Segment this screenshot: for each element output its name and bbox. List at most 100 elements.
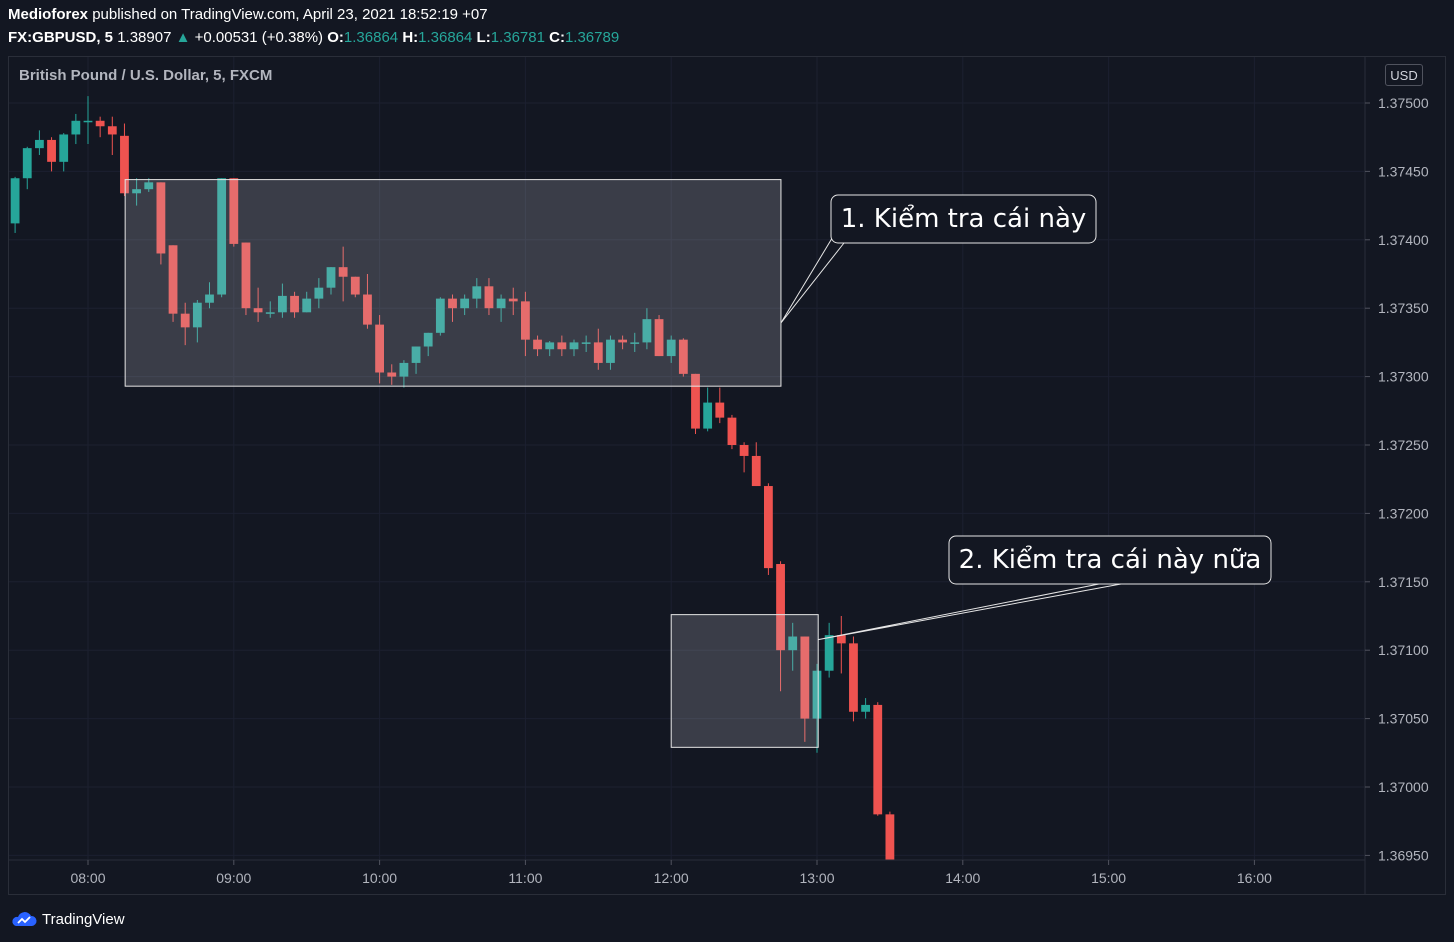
candle-body [71, 120, 81, 135]
candle-body [460, 298, 470, 309]
time-tick-label[interactable]: 09:00 [216, 870, 251, 886]
callout-label-2[interactable]: 2. Kiểm tra cái này nữa [959, 544, 1262, 575]
footer [0, 896, 1454, 942]
price-tick-label[interactable]: 1.37050 [1378, 711, 1429, 727]
high-value: 1.36864 [418, 29, 473, 46]
candle-body [290, 295, 299, 313]
high-label: H: [402, 29, 419, 46]
candle-body [751, 455, 761, 487]
price-tick-label[interactable]: 1.36950 [1378, 847, 1429, 863]
highlight-box-2[interactable] [670, 614, 819, 748]
up-candle [144, 178, 154, 192]
candle-body [22, 148, 32, 179]
up-candle [302, 291, 312, 313]
price-tick-label[interactable]: 1.37500 [1378, 95, 1429, 111]
candle-body [703, 402, 713, 429]
down-candle [849, 636, 858, 722]
up-candle [581, 335, 591, 352]
candle-body [338, 267, 348, 277]
candle-body [873, 704, 883, 815]
down-candle [885, 811, 895, 860]
up-candle [861, 698, 870, 719]
down-candle [800, 636, 810, 742]
candle-body [776, 564, 785, 651]
down-candle [338, 246, 348, 302]
price-tick-label[interactable]: 1.37100 [1378, 642, 1429, 658]
candle-body [824, 635, 834, 671]
up-candle [326, 267, 336, 295]
up-candle [411, 346, 421, 374]
candle-body [521, 301, 530, 340]
annotation-layer[interactable]: 1. Kiểm tra cái này 2. Kiểm tra cái này n… [124, 179, 1272, 748]
cloud-icon [12, 912, 37, 926]
last-price: 1.38907 [117, 29, 172, 46]
candle-body [314, 287, 324, 299]
candle-body [800, 636, 810, 719]
candle-body [812, 670, 822, 719]
candle-body [533, 339, 542, 350]
candle-body [666, 339, 676, 357]
time-tick-label[interactable]: 15:00 [1091, 870, 1126, 886]
down-candle [484, 278, 494, 316]
candle-body [678, 339, 688, 374]
candle-body [423, 332, 433, 347]
down-candle [253, 287, 263, 322]
candle-body [217, 178, 227, 295]
low-label: L: [476, 29, 491, 46]
price-tick-label[interactable]: 1.37250 [1378, 437, 1429, 453]
axis-layer[interactable]: 1.37500 1.37450 1.37400 1.37350 1.37300 1.372… [9, 57, 1429, 894]
time-tick-label[interactable]: 13:00 [799, 870, 834, 886]
up-candle [278, 283, 287, 318]
candle-body [144, 182, 154, 190]
tradingview-logo[interactable]: TradingView [10, 908, 125, 930]
time-tick-label[interactable]: 11:00 [508, 870, 542, 886]
price-tick-label[interactable]: 1.37400 [1378, 232, 1429, 248]
down-candle [739, 442, 749, 473]
candle-body [691, 373, 700, 429]
candle-body [654, 319, 664, 357]
up-candle [71, 113, 81, 145]
price-tick-label[interactable]: 1.37300 [1378, 369, 1429, 385]
time-tick-label[interactable]: 12:00 [654, 870, 689, 886]
time-tick-label[interactable]: 10:00 [362, 870, 397, 886]
callout-label-1[interactable]: 1. Kiểm tra cái này [841, 203, 1087, 234]
candle-body [120, 135, 129, 194]
close-value: 1.36789 [564, 29, 620, 46]
candle-body [168, 245, 178, 314]
up-candle [496, 294, 506, 322]
symbol-title: British Pound / U.S. Dollar, 5, FXCM [19, 67, 273, 84]
down-candle [727, 414, 737, 450]
down-candle [836, 616, 846, 674]
up-arrow-icon: ▲ [175, 29, 191, 46]
price-tick-label[interactable]: 1.37150 [1378, 574, 1429, 590]
down-candle [107, 116, 117, 155]
price-tick-label[interactable]: 1.37200 [1378, 505, 1429, 521]
time-tick-label[interactable]: 16:00 [1237, 870, 1272, 886]
candle-body [581, 342, 591, 344]
chart-frame[interactable] [8, 56, 1446, 895]
candle-body [132, 189, 141, 194]
highlight-box-1[interactable] [124, 179, 782, 387]
published-text: published on TradingView.com, April 23, … [92, 6, 488, 23]
candle-body [630, 342, 640, 344]
open-label: O: [327, 29, 344, 46]
currency-badge[interactable]: USD [1385, 64, 1423, 86]
up-candle [606, 335, 615, 370]
time-tick-label[interactable]: 08:00 [70, 870, 105, 886]
price-tick-label[interactable]: 1.37350 [1378, 300, 1429, 316]
candle-body [375, 324, 384, 373]
callout-bubble-1[interactable] [830, 194, 1097, 244]
up-candle [630, 332, 640, 352]
price-tick-label[interactable]: 1.37450 [1378, 163, 1429, 179]
up-candle [59, 133, 69, 172]
up-candle [666, 335, 676, 363]
callout-bubble-2[interactable] [948, 535, 1272, 585]
candle-body [83, 120, 93, 123]
up-candle [83, 96, 93, 145]
price-tick-label[interactable]: 1.37000 [1378, 779, 1429, 795]
up-candle [435, 297, 445, 336]
candle-body [836, 635, 846, 644]
up-candle [265, 301, 275, 318]
time-tick-label[interactable]: 14:00 [945, 870, 980, 886]
